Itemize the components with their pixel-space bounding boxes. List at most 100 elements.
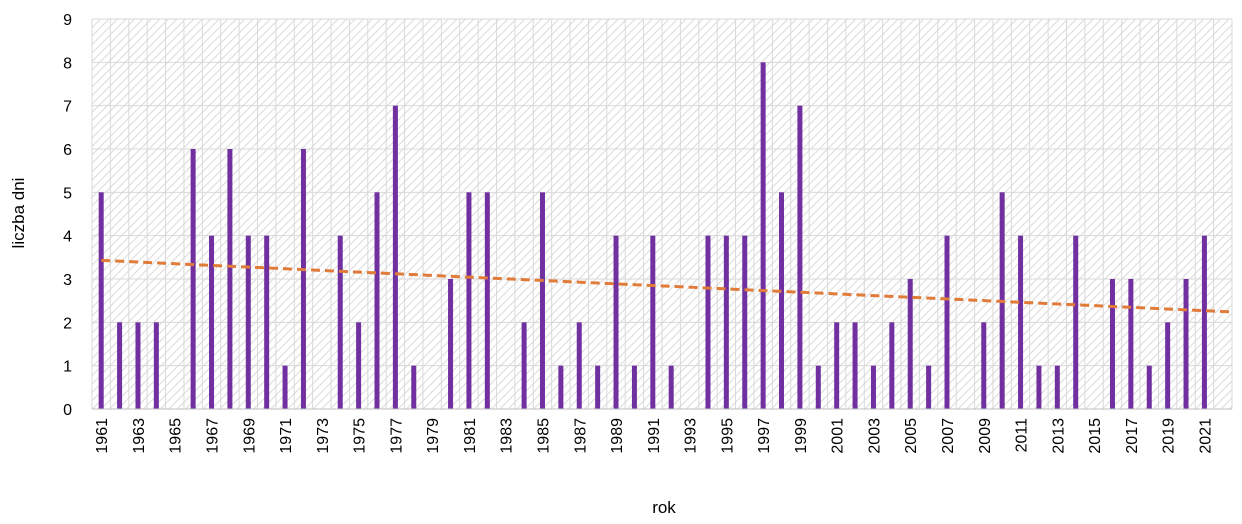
y-tick-label: 6: [63, 142, 72, 159]
bar-1992: [668, 365, 674, 409]
bar-2005: [907, 279, 913, 409]
bar-1998: [779, 192, 785, 409]
bar-2018: [1146, 365, 1152, 409]
bar-1975: [356, 322, 362, 409]
bar-2012: [1036, 365, 1042, 409]
bar-2007: [944, 235, 950, 409]
x-tick-label: 1963: [131, 418, 148, 454]
bar-2020: [1183, 279, 1189, 409]
bar-2011: [1018, 235, 1024, 409]
x-tick-label: 1973: [315, 418, 332, 454]
bar-1982: [484, 192, 490, 409]
x-tick-label: 1985: [535, 418, 552, 454]
bar-2009: [981, 322, 987, 409]
y-tick-label: 8: [63, 55, 72, 72]
gridlines: [91, 18, 1233, 410]
bar-1974: [337, 235, 343, 409]
x-tick-label: 2007: [940, 418, 957, 454]
bar-2002: [852, 322, 858, 409]
y-axis-title: liczba dni: [9, 178, 28, 249]
bar-1962: [117, 322, 123, 409]
x-tick-label: 1995: [719, 418, 736, 454]
bar-2001: [834, 322, 840, 409]
bar-1994: [705, 235, 711, 409]
bar-1970: [264, 235, 270, 409]
bar-1977: [392, 105, 398, 410]
bar-1980: [448, 279, 454, 409]
bar-1981: [466, 192, 472, 409]
x-tick-label: 2015: [1087, 418, 1104, 454]
bar-2016: [1109, 279, 1115, 409]
bar-1996: [742, 235, 748, 409]
x-tick-label: 2019: [1161, 418, 1178, 454]
bar-1991: [650, 235, 656, 409]
y-tick-label: 2: [63, 315, 72, 332]
bar-1966: [190, 149, 196, 409]
bar-2000: [815, 365, 821, 409]
bar-1995: [723, 235, 729, 409]
x-tick-label: 1991: [646, 418, 663, 454]
y-tick-label: 7: [63, 99, 72, 116]
x-tick-label: 1983: [499, 418, 516, 454]
y-tick-label: 5: [63, 185, 72, 202]
bar-2003: [870, 365, 876, 409]
y-tick-label: 1: [63, 359, 72, 376]
bar-1997: [760, 62, 766, 409]
x-tick-label: 1971: [278, 418, 295, 454]
x-tick-label: 1987: [572, 418, 589, 454]
bar-1961: [98, 192, 104, 409]
x-tick-label: 1989: [609, 418, 626, 454]
bar-2006: [926, 365, 932, 409]
trendline: [101, 258, 1233, 314]
bar-1967: [209, 235, 215, 409]
x-tick-label: 2009: [977, 418, 994, 454]
x-tick-label: 2011: [1014, 418, 1031, 453]
x-tick-label: 2001: [830, 418, 847, 454]
bar-1986: [558, 365, 564, 409]
x-axis-title: rok: [652, 498, 676, 517]
y-tick-label: 0: [63, 402, 72, 419]
bar-2017: [1128, 279, 1134, 409]
bar-1968: [227, 149, 233, 409]
y-tick-label: 3: [63, 272, 72, 289]
bar-1984: [521, 322, 527, 409]
bar-1971: [282, 365, 288, 409]
x-tick-label: 1975: [352, 418, 369, 454]
x-tick-label: 1967: [205, 418, 222, 454]
x-tick-label: 1999: [793, 418, 810, 454]
x-tick-labels: 1961 1963 1965 1967 1969 1971 1973 1975 1977 1979…: [94, 418, 1214, 454]
bar-1987: [576, 322, 582, 409]
bar-1999: [797, 105, 803, 410]
y-tick-labels: 0 1 2 3 4 5 6 7 8 9: [63, 12, 72, 419]
x-tick-label: 1977: [388, 418, 405, 454]
bar-1964: [153, 322, 159, 409]
bar-1976: [374, 192, 380, 409]
x-tick-label: 2013: [1050, 418, 1067, 454]
bar-1978: [411, 365, 417, 409]
bar-2004: [889, 322, 895, 409]
x-tick-label: 2021: [1197, 418, 1214, 454]
y-tick-label: 4: [63, 229, 72, 246]
bar-1990: [631, 365, 637, 409]
y-tick-label: 9: [63, 12, 72, 29]
bar-1963: [135, 322, 141, 409]
x-tick-label: 1979: [425, 418, 442, 454]
x-tick-label: 1961: [94, 418, 111, 454]
bar-2019: [1165, 322, 1171, 409]
bar-2014: [1073, 235, 1079, 409]
x-tick-label: 1993: [683, 418, 700, 454]
x-tick-label: 2017: [1124, 418, 1141, 454]
x-tick-label: 1969: [241, 418, 258, 454]
bar-1988: [595, 365, 601, 409]
x-tick-label: 1997: [756, 418, 773, 454]
bar-2021: [1201, 235, 1207, 409]
x-tick-label: 2005: [903, 418, 920, 454]
x-tick-label: 1981: [462, 418, 479, 454]
bar-1972: [300, 149, 306, 409]
bar-1985: [539, 192, 545, 409]
x-tick-label: 2003: [866, 418, 883, 454]
bar-1969: [245, 235, 251, 409]
bar-2013: [1054, 365, 1060, 409]
